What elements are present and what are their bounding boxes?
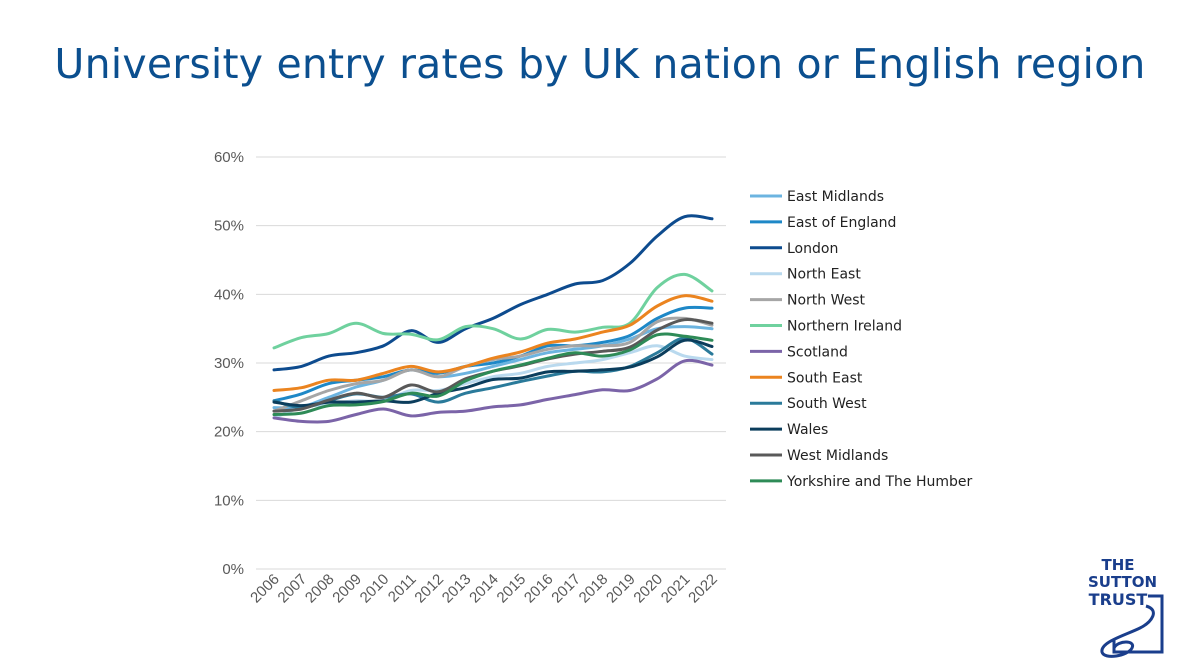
legend: East Midlands East of England London North … [750, 189, 973, 490]
logo-text-sutton: SUTTON [1088, 573, 1158, 591]
y-tick-label: 20% [214, 424, 244, 441]
x-tick-label: 2011 [385, 571, 420, 606]
x-tick-label: 2018 [576, 571, 612, 607]
x-tick-label: 2009 [329, 571, 365, 607]
x-tick-label: 2006 [247, 571, 283, 607]
x-tick-label: 2019 [603, 571, 639, 607]
series-lines [272, 214, 714, 424]
legend-label-south-west: South West [787, 396, 867, 412]
x-tick-label: 2012 [411, 571, 447, 607]
x-tick-label: 2013 [439, 571, 475, 607]
y-tick-label: 0% [222, 561, 244, 578]
x-tick-label: 2021 [658, 571, 694, 607]
y-tick-label: 50% [214, 218, 244, 235]
legend-label-scotland: Scotland [787, 344, 848, 360]
logo-text-the: THE [1101, 556, 1135, 574]
gridlines [256, 156, 726, 570]
legend-label-northern-ireland: Northern Ireland [787, 319, 902, 335]
y-tick-label: 30% [214, 355, 244, 372]
y-tick-label: 10% [214, 492, 244, 509]
series-line-london [272, 214, 714, 372]
y-tick-label: 40% [214, 286, 244, 303]
legend-label-north-east: North East [787, 267, 861, 283]
sutton-trust-logo: THE SUTTON TRUST [1088, 556, 1172, 662]
x-tick-label: 2020 [630, 571, 666, 607]
legend-label-east-midlands: East Midlands [787, 189, 884, 205]
y-axis-tick-labels: 0% 10% 20% 30% 40% 50% 60% [214, 149, 244, 578]
x-tick-label: 2010 [357, 571, 393, 607]
series-line-yorkshire-and-the-humber [272, 332, 714, 416]
series-line-south-east [272, 294, 714, 392]
y-tick-label: 60% [214, 149, 244, 166]
chart-title: University entry rates by UK nation or E… [54, 40, 1146, 88]
x-tick-label: 2008 [302, 571, 338, 607]
legend-label-north-west: North West [787, 293, 866, 309]
x-tick-label: 2015 [494, 571, 530, 607]
legend-label-london: London [787, 241, 838, 257]
logo-text-trust: TRUST [1088, 590, 1148, 609]
x-tick-label: 2014 [466, 571, 502, 607]
series-line-wales [272, 338, 714, 408]
x-axis-tick-labels: 2006200720082009201020112012201320142015… [247, 571, 721, 607]
x-tick-label: 2017 [548, 571, 584, 607]
legend-label-yorkshire-and-the-humber: Yorkshire and The Humber [786, 474, 973, 490]
series-line-scotland [272, 358, 714, 424]
x-tick-label: 2007 [275, 571, 311, 607]
legend-label-wales: Wales [787, 422, 828, 438]
x-tick-label: 2016 [521, 571, 557, 607]
legend-label-east-of-england: East of England [787, 215, 896, 231]
legend-label-west-midlands: West Midlands [787, 448, 888, 464]
x-tick-label: 2022 [685, 571, 721, 607]
series-line-northern-ireland [272, 272, 714, 350]
logo-emblem-icon [1100, 594, 1164, 658]
legend-label-south-east: South East [787, 370, 863, 386]
